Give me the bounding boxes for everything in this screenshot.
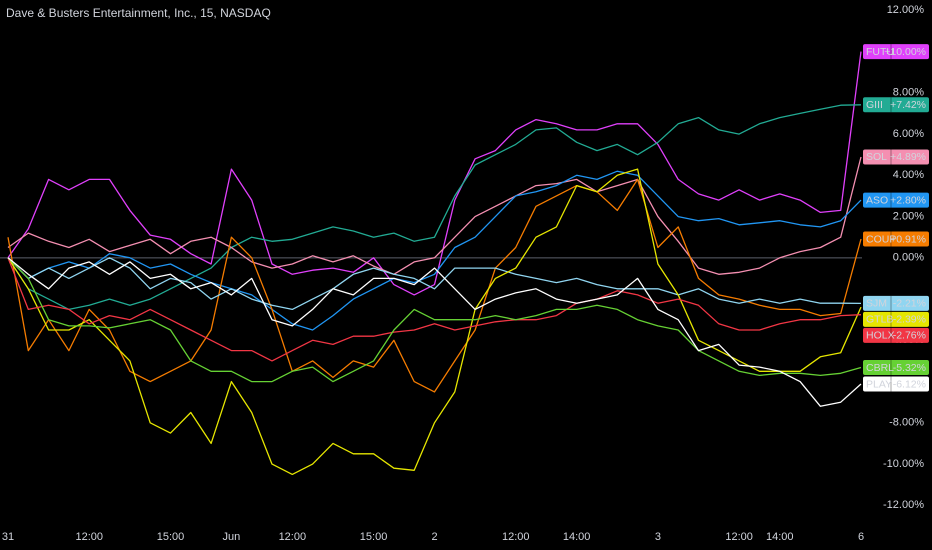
x-tick-label: 15:00 bbox=[157, 531, 185, 543]
tag-box bbox=[863, 360, 929, 376]
tag-box bbox=[863, 295, 929, 311]
y-tick-label: -12.00% bbox=[883, 499, 924, 511]
series-tag: GIII +7.42% bbox=[863, 97, 929, 113]
y-tick-label: 0.00% bbox=[893, 252, 924, 264]
series-tag: SOL +4.89% bbox=[863, 149, 929, 165]
series-line bbox=[7, 104, 862, 311]
series-tag: CBRL-5.32% bbox=[863, 360, 929, 376]
tag-box bbox=[863, 376, 929, 392]
data-label: -6.12% bbox=[893, 378, 926, 390]
tag-box bbox=[863, 327, 929, 343]
y-tick-label: -8.00% bbox=[889, 417, 924, 429]
data-label: +7.42% bbox=[890, 99, 926, 111]
legend-label: SJM bbox=[866, 298, 887, 310]
x-tick-label: 12:00 bbox=[725, 531, 753, 543]
x-tick-label: 6 bbox=[858, 531, 864, 543]
y-tick-label: -10.00% bbox=[883, 458, 924, 470]
series-line bbox=[7, 257, 862, 407]
series-line bbox=[7, 51, 862, 296]
x-tick-label: 31 bbox=[2, 531, 14, 543]
series-line bbox=[7, 178, 862, 393]
x-tick-label: 3 bbox=[655, 531, 661, 543]
series-line bbox=[7, 257, 862, 362]
y-tick-label: 8.00% bbox=[893, 87, 924, 99]
x-tick-label: Jun bbox=[223, 531, 241, 543]
legend-label: FUTU bbox=[866, 46, 894, 58]
series-tag: SJM -2.21% bbox=[863, 295, 929, 311]
series-line bbox=[7, 156, 862, 275]
legend-label: HOLX bbox=[866, 330, 895, 342]
series-tag: PLAY -6.12% bbox=[863, 376, 929, 392]
x-tick-label: 12:00 bbox=[502, 531, 530, 543]
legend-label: CBRL bbox=[866, 362, 894, 374]
tag-box bbox=[863, 231, 929, 247]
data-label: -5.32% bbox=[893, 362, 926, 374]
data-label: -2.39% bbox=[893, 314, 926, 326]
series-line bbox=[7, 170, 862, 331]
x-tick-label: 14:00 bbox=[563, 531, 591, 543]
series-line bbox=[7, 257, 862, 311]
x-tick-label: 12:00 bbox=[279, 531, 307, 543]
x-tick-label: 2 bbox=[431, 531, 437, 543]
data-label: +2.80% bbox=[890, 194, 926, 206]
data-label: +0.91% bbox=[890, 233, 926, 245]
chart-title: Dave & Busters Entertainment, Inc., 15, … bbox=[6, 6, 271, 20]
legend-label: COUP bbox=[866, 233, 896, 245]
legend-label: PLAY bbox=[866, 378, 892, 390]
series-tag: COUP+0.91% bbox=[863, 231, 929, 247]
series-line bbox=[7, 168, 862, 476]
x-tick-label: 12:00 bbox=[75, 531, 103, 543]
tag-box bbox=[863, 192, 929, 208]
legend-label: SOL bbox=[866, 151, 887, 163]
tag-box bbox=[863, 311, 929, 327]
y-tick-label: 4.00% bbox=[893, 169, 924, 181]
tag-box bbox=[863, 149, 929, 165]
series-line bbox=[7, 257, 862, 383]
data-label: +4.89% bbox=[890, 151, 926, 163]
data-label: +10.00% bbox=[884, 46, 926, 58]
legend-label: GTLB bbox=[866, 314, 893, 326]
series-tag: HOLX-2.76% bbox=[863, 327, 929, 343]
tag-box bbox=[863, 44, 929, 60]
legend-label: ASO bbox=[866, 194, 888, 206]
tag-box bbox=[863, 97, 929, 113]
series-tag: ASO +2.80% bbox=[863, 192, 929, 208]
y-tick-label: 2.00% bbox=[893, 210, 924, 222]
series-tag: FUTU+10.00% bbox=[863, 44, 929, 60]
y-tick-label: 6.00% bbox=[893, 128, 924, 140]
legend-label: GIII bbox=[866, 99, 883, 111]
x-tick-label: 14:00 bbox=[766, 531, 794, 543]
y-tick-label: 12.00% bbox=[887, 4, 925, 16]
series-tag: GTLB -2.39% bbox=[863, 311, 929, 327]
x-tick-label: 15:00 bbox=[360, 531, 388, 543]
data-label: -2.76% bbox=[893, 330, 926, 342]
data-label: -2.21% bbox=[893, 298, 926, 310]
